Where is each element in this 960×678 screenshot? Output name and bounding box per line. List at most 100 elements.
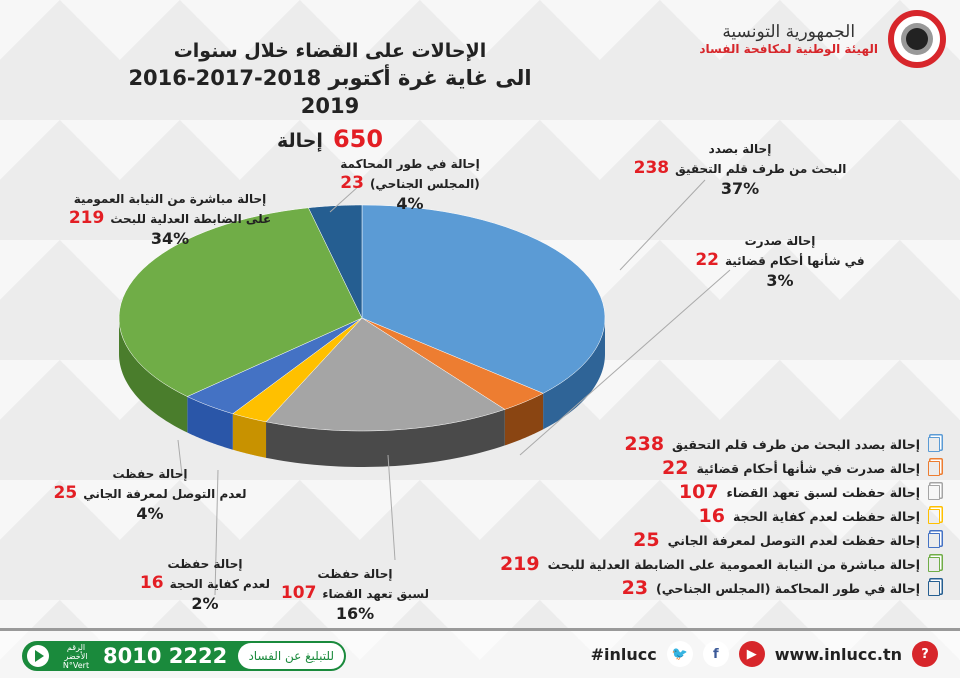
- play-icon: [27, 645, 49, 667]
- pie-side-2: [266, 409, 505, 467]
- slice-value: 16: [139, 573, 164, 593]
- hotline-badge[interactable]: الرقم الأخضر N°Vert 8010 2222 للتبليغ عن…: [22, 641, 346, 671]
- leader-line-3: [214, 469, 219, 596]
- slice-percent: 16%: [335, 604, 375, 623]
- legend-value: 16: [698, 505, 725, 527]
- pie-slice-0[interactable]: [361, 204, 606, 394]
- slice-value: 107: [280, 583, 317, 603]
- pie-side-5: [119, 318, 188, 433]
- pie-slice-6[interactable]: [308, 204, 363, 319]
- slice-label-line1: إحالة بصدد: [708, 142, 772, 156]
- slice-label-line1: إحالة حفظت: [112, 467, 188, 481]
- slice-label-text: في شأنها أحكام قضائية: [724, 254, 865, 268]
- pie-side-0: [543, 318, 605, 430]
- website-link[interactable]: www.inlucc.tn: [774, 644, 902, 664]
- report-label: للتبليغ عن الفساد: [238, 643, 344, 669]
- slice-value: 23: [340, 173, 364, 193]
- twitter-icon[interactable]: 🐦: [666, 641, 693, 667]
- legend: إحالة بصدد البحث من طرف قلم التحقيق 238 إح…: [500, 432, 940, 600]
- slice-percent: 2%: [191, 594, 219, 613]
- leader-line-0: [619, 179, 706, 271]
- total-line: 650 إحالة: [100, 122, 560, 158]
- slice-label: إحالة مباشرة من النيابة العمومية على الض…: [50, 190, 290, 248]
- legend-label: إحالة بصدد البحث من طرف قلم التحقيق: [672, 436, 920, 452]
- document-icon: [928, 460, 940, 476]
- total-value: 650: [332, 125, 384, 153]
- legend-label: إحالة في طور المحاكمة (المجلس الجناحي): [656, 580, 920, 596]
- slice-label-line2: (المجلس الجناحي) 23: [290, 174, 530, 194]
- slice-value: 22: [695, 250, 719, 270]
- pie-slice-2[interactable]: [265, 317, 506, 432]
- hashtag[interactable]: #inlucc: [590, 644, 657, 664]
- pie-slice-3[interactable]: [232, 317, 363, 423]
- hotline-label: الرقم الأخضر N°Vert: [62, 642, 90, 670]
- legend-item: إحالة حفظت لسبق تعهد القضاء 107: [500, 480, 940, 504]
- legend-item: إحالة في طور المحاكمة (المجلس الجناحي) 23: [500, 576, 940, 600]
- legend-item: إحالة بصدد البحث من طرف قلم التحقيق 238: [500, 432, 940, 456]
- slice-value: 219: [68, 208, 105, 228]
- social-links: #inlucc 🐦 f ▶ www.inlucc.tn ?: [591, 641, 938, 667]
- hotline-number: 8010 2222: [103, 644, 228, 668]
- slice-label-text: على الضابطة العدلية للبحث: [110, 212, 272, 226]
- slice-label: إحالة في طور المحاكمة (المجلس الجناحي) 23…: [290, 155, 530, 213]
- slice-label-line1: إحالة في طور المحاكمة: [340, 157, 480, 171]
- title-line2: 2016-2017-2018 الى غاية غرة أكتوبر 2019: [128, 66, 532, 118]
- slice-label-line2: البحث من طرف قلم التحقيق 238: [620, 159, 860, 179]
- legend-item: إحالة حفظت لعدم كفاية الحجة 16: [500, 504, 940, 528]
- leader-line-2: [387, 454, 396, 561]
- slice-label-line2: في شأنها أحكام قضائية 22: [660, 251, 900, 271]
- slice-label-line2: لعدم كفاية الحجة 16: [85, 574, 325, 594]
- slice-value: 238: [633, 158, 670, 178]
- leader-line-6: [329, 184, 361, 213]
- legend-value: 25: [633, 529, 660, 551]
- slice-label: إحالة حفظت لعدم كفاية الحجة 16 2%: [85, 555, 325, 613]
- document-icon: [928, 556, 940, 572]
- eye-logo-icon: [888, 10, 946, 68]
- legend-label: إحالة حفظت لعدم كفاية الحجة: [732, 508, 920, 524]
- slice-label-line1: إحالة مباشرة من النيابة العمومية: [73, 192, 267, 206]
- slice-label-line2: على الضابطة العدلية للبحث 219: [50, 209, 290, 229]
- total-unit: إحالة: [276, 130, 323, 152]
- slice-label-line1: إحالة صدرت: [744, 234, 816, 248]
- slice-percent: 34%: [150, 229, 190, 248]
- youtube-icon[interactable]: ▶: [738, 641, 765, 667]
- slice-label-line1: إحالة حفظت: [317, 567, 393, 581]
- pie-slice-5[interactable]: [118, 207, 363, 397]
- legend-value: 238: [624, 433, 665, 455]
- leader-line-1: [519, 269, 731, 456]
- legend-label: إحالة حفظت لعدم التوصل لمعرفة الجاني: [667, 532, 920, 548]
- slice-percent: 4%: [136, 504, 164, 523]
- help-icon[interactable]: ?: [912, 641, 938, 667]
- facebook-icon[interactable]: f: [702, 641, 729, 667]
- pie-side-1: [504, 393, 544, 446]
- leader-line-4: [177, 439, 183, 476]
- legend-item: إحالة مباشرة من النيابة العمومية على الض…: [500, 552, 940, 576]
- legend-value: 23: [621, 577, 649, 599]
- legend-item: إحالة حفظت لعدم التوصل لمعرفة الجاني 25: [500, 528, 940, 552]
- logo-line1: الجمهورية التونسية: [722, 22, 856, 42]
- legend-label: إحالة مباشرة من النيابة العمومية على الض…: [547, 556, 920, 572]
- logo-line2: الهيئة الوطنية لمكافحة الفساد: [699, 42, 878, 56]
- logo: الجمهورية التونسية الهيئة الوطنية لمكافح…: [699, 10, 946, 68]
- legend-label: إحالة حفظت لسبق تعهد القضاء: [726, 484, 920, 500]
- slice-label-text: لسبق تعهد القضاء: [322, 587, 430, 601]
- pie-side-4: [187, 396, 233, 450]
- slice-label: إحالة حفظت لعدم التوصل لمعرفة الجاني 25 4…: [30, 465, 270, 523]
- footer: الرقم الأخضر N°Vert 8010 2222 للتبليغ عن…: [0, 628, 960, 678]
- slice-label-text: البحث من طرف قلم التحقيق: [675, 162, 847, 176]
- legend-item: إحالة صدرت في شأنها أحكام قضائية 22: [500, 456, 940, 480]
- pie-side-3: [232, 413, 267, 458]
- slice-percent: 3%: [766, 271, 794, 290]
- legend-label: إحالة صدرت في شأنها أحكام قضائية: [696, 460, 920, 476]
- slice-label-line1: إحالة حفظت: [167, 557, 243, 571]
- legend-value: 22: [662, 457, 689, 479]
- chart-title: الإحالات على القضاء خلال سنوات 2016-2017…: [100, 38, 560, 158]
- pie-slice-1[interactable]: [361, 317, 544, 410]
- pie-slice-4[interactable]: [186, 317, 363, 414]
- slice-percent: 4%: [396, 194, 424, 213]
- slice-value: 25: [53, 483, 78, 503]
- slice-label: إحالة صدرت في شأنها أحكام قضائية 22 3%: [660, 232, 900, 290]
- legend-value: 107: [678, 481, 719, 503]
- slice-label-text: لعدم التوصل لمعرفة الجاني: [83, 487, 247, 501]
- title-line1: الإحالات على القضاء خلال سنوات: [173, 40, 487, 62]
